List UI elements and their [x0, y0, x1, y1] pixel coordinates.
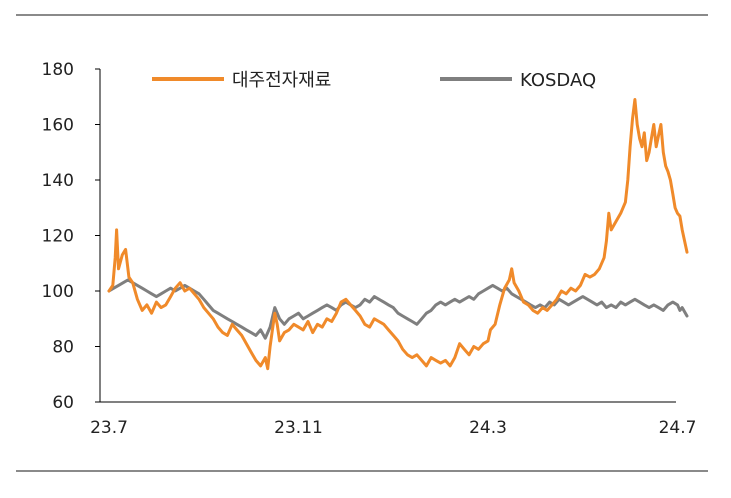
- y-tick-label: 100: [42, 282, 74, 302]
- bottom-rule: [16, 470, 708, 472]
- chart-axes: 60 80 100 120 140 160 180 23.7 23.11 24.3 24.7: [42, 60, 697, 438]
- x-tick-label: 23.11: [274, 418, 323, 438]
- y-tick-label: 160: [42, 116, 74, 136]
- y-tick-label: 180: [42, 60, 74, 80]
- y-tick-label: 120: [42, 227, 74, 247]
- x-tick-label: 23.7: [90, 418, 128, 438]
- x-tick-label: 24.3: [469, 418, 507, 438]
- y-tick-label: 80: [52, 338, 74, 358]
- x-tick-label: 24.7: [659, 418, 697, 438]
- chart-series: [107, 98, 689, 371]
- series-line-0: [107, 98, 689, 371]
- series-line-1: [107, 278, 689, 340]
- legend-label-0: 대주전자재료: [232, 70, 331, 91]
- legend-label-1: KOSDAQ: [520, 70, 596, 91]
- y-tick-label: 60: [52, 393, 74, 413]
- top-rule: [16, 14, 708, 16]
- chart-legend: 대주전자재료 KOSDAQ: [152, 70, 596, 91]
- y-tick-label: 140: [42, 171, 74, 191]
